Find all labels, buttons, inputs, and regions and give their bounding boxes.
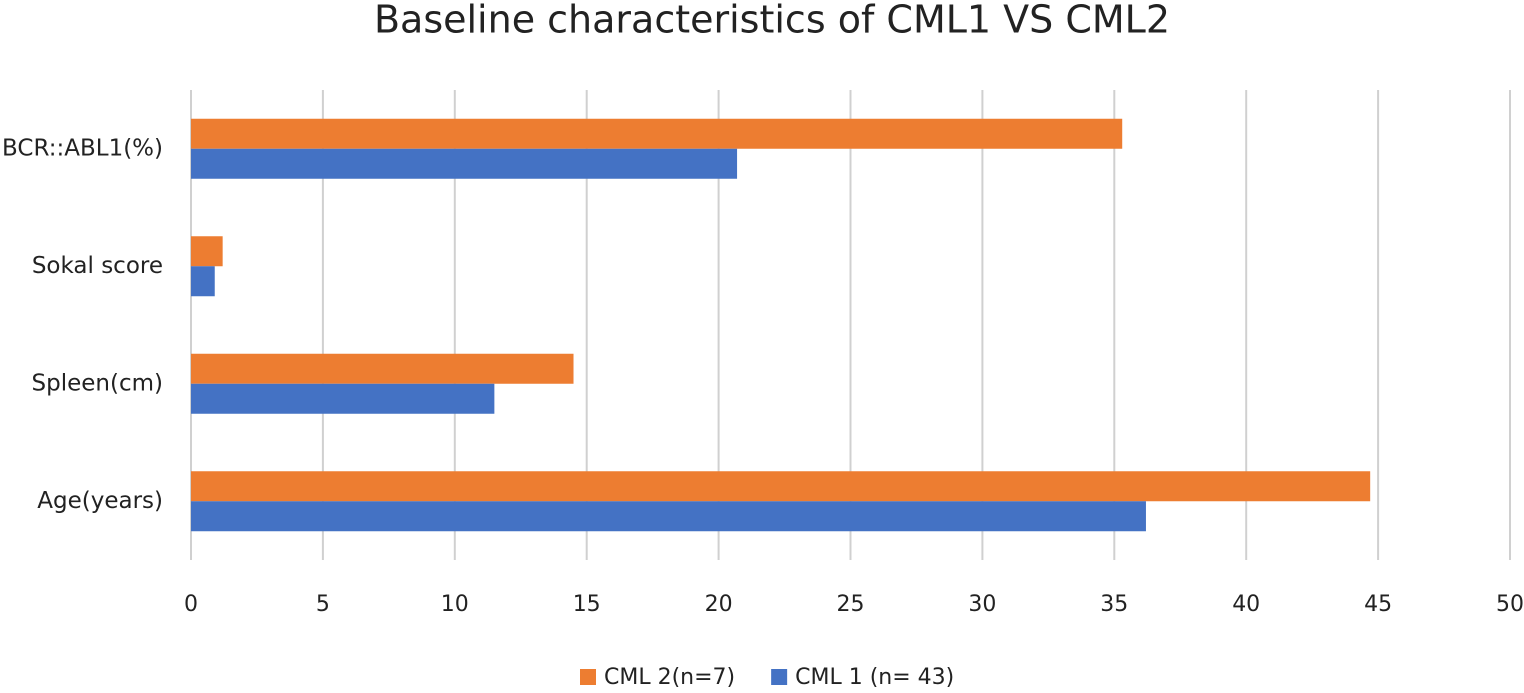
legend-label: CML 1 (n= 43) xyxy=(795,665,954,690)
legend-label: CML 2(n=7) xyxy=(604,665,735,690)
x-tick-label: 20 xyxy=(705,592,733,617)
y-tick-label: Sokal score xyxy=(32,253,163,279)
bar xyxy=(191,236,223,267)
bar xyxy=(191,383,495,414)
y-tick-label: BCR::ABL1(%) xyxy=(2,135,163,161)
x-tick-label: 25 xyxy=(837,592,865,617)
bar xyxy=(191,148,738,179)
chart-title: Baseline characteristics of CML1 VS CML2 xyxy=(374,0,1170,42)
legend-swatch xyxy=(771,669,788,685)
bar xyxy=(191,266,215,297)
x-tick-label: 10 xyxy=(441,592,469,617)
x-tick-label: 40 xyxy=(1232,592,1260,617)
x-tick-label: 15 xyxy=(573,592,601,617)
y-tick-label: Age(years) xyxy=(37,488,163,514)
bar xyxy=(191,471,1371,502)
legend-swatch xyxy=(580,669,596,685)
bar xyxy=(191,501,1146,532)
x-tick-label: 0 xyxy=(184,592,198,617)
x-tick-label: 45 xyxy=(1364,592,1392,617)
bar xyxy=(191,353,574,384)
bar xyxy=(191,118,1123,149)
y-tick-label: Spleen(cm) xyxy=(32,370,163,396)
x-tick-label: 50 xyxy=(1496,592,1524,617)
x-tick-label: 30 xyxy=(968,592,996,617)
x-tick-label: 5 xyxy=(316,592,330,617)
x-tick-label: 35 xyxy=(1100,592,1128,617)
